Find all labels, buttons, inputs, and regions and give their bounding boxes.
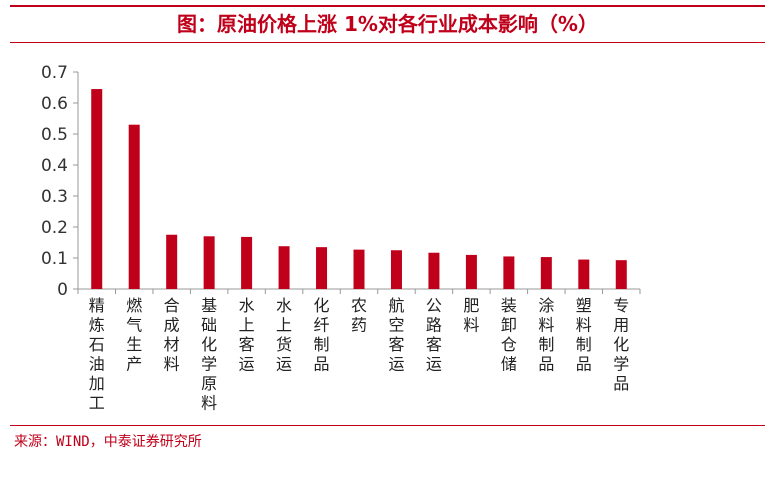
bar: [615, 260, 627, 289]
x-category-labels: 精炼石油加工 燃气生产 合成材料 基础化学原料 水上客运 水上货运 化纤制品 农药 航空客运 公路…: [89, 296, 630, 413]
bar: [578, 259, 590, 289]
x-category-label: 水上客运: [239, 296, 255, 374]
x-category-label: 基础化学原料: [201, 296, 217, 413]
y-tick-label: 0.2: [41, 218, 68, 238]
y-tick-label: 0: [57, 280, 68, 300]
chart-title: 图：原油价格上涨 1%对各行业成本影响（%）: [177, 12, 598, 36]
y-tick-label: 0.7: [41, 63, 68, 83]
x-category-label: 肥料: [463, 296, 479, 335]
bottom-rule: [10, 425, 765, 426]
x-category-label: 航空客运: [388, 296, 404, 374]
y-tick-label: 0.3: [41, 187, 68, 207]
source-note: 来源：WIND，中泰证券研究所: [14, 434, 202, 450]
bars: [91, 89, 627, 289]
bar: [91, 89, 103, 289]
bar-chart: 0 0.1 0.2 0.3 0.4 0.5 0.6 0.7 精炼石油加工 燃气生产 合成材料 基础化…: [41, 63, 641, 413]
x-category-label: 燃气生产: [126, 296, 142, 374]
bar: [540, 257, 552, 289]
top-rule: [10, 5, 765, 7]
bar: [128, 124, 140, 289]
x-category-label: 涂料制品: [538, 296, 554, 374]
x-category-label: 水上货运: [276, 296, 292, 374]
x-category-label: 塑料制品: [576, 296, 592, 374]
y-tick-label: 0.5: [41, 125, 68, 145]
bar: [166, 234, 178, 289]
y-tick-label: 0.6: [41, 94, 68, 114]
bar: [390, 250, 402, 289]
x-category-label: 装卸仓储: [501, 296, 517, 374]
bar: [428, 252, 440, 289]
y-tick-label: 0.4: [41, 156, 68, 176]
x-category-label: 公路客运: [426, 296, 442, 374]
bar: [503, 256, 515, 289]
y-tick-labels: 0 0.1 0.2 0.3 0.4 0.5 0.6 0.7: [41, 63, 68, 300]
bar: [241, 236, 253, 289]
x-category-label: 专用化学品: [613, 296, 629, 393]
bar: [278, 246, 290, 289]
title-rule: [10, 42, 765, 43]
x-category-label: 化纤制品: [314, 296, 330, 374]
bar: [465, 254, 477, 289]
x-category-label: 精炼石油加工: [89, 296, 105, 413]
bar: [316, 247, 328, 289]
bar: [353, 249, 365, 289]
x-category-label: 合成材料: [164, 296, 180, 374]
bar: [203, 236, 215, 289]
y-tick-label: 0.1: [41, 249, 68, 269]
x-category-label: 农药: [351, 296, 367, 335]
